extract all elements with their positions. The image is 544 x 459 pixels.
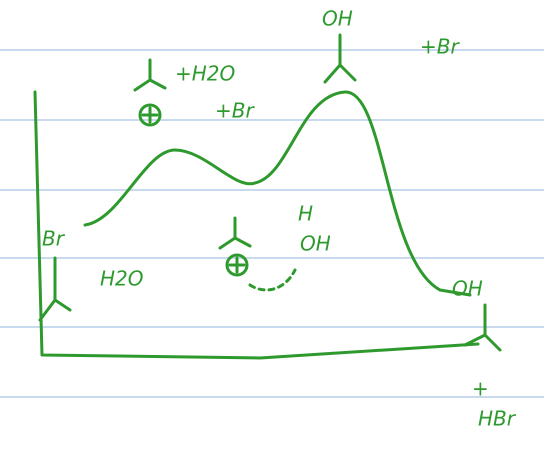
structure-left <box>40 258 70 320</box>
attack-arrow <box>250 270 295 290</box>
label: Br <box>42 227 66 251</box>
label: HBr <box>478 407 517 431</box>
label: +H2O <box>175 62 235 86</box>
plus-sign <box>230 258 244 272</box>
label: +Br <box>215 99 255 123</box>
energy-diagram: +H2O +Br OH +Br Br H2O H OH OH + HBr <box>0 0 544 459</box>
cation-top <box>135 60 165 90</box>
label: H2O <box>100 267 144 291</box>
cation-mid <box>220 218 250 248</box>
label: +Br <box>420 35 460 59</box>
label: H <box>298 202 313 226</box>
label: OH <box>322 7 353 31</box>
label: OH <box>300 232 331 256</box>
label: + <box>472 377 489 401</box>
axes <box>35 92 478 358</box>
label: OH <box>452 277 483 301</box>
structure-top <box>325 35 355 82</box>
